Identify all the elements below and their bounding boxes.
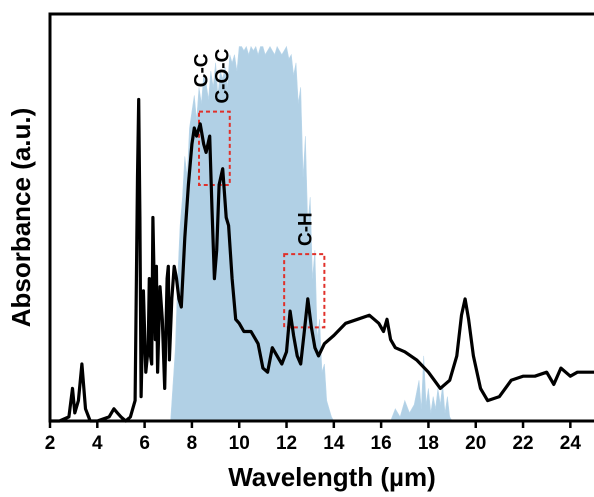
x-tick-label: 8: [187, 433, 198, 454]
x-tick-label: 14: [323, 433, 345, 454]
annotation-layer: C-C C-O-C C-H: [191, 48, 316, 246]
x-tick-label: 20: [465, 433, 486, 454]
x-axis: 2 4 6 8 10 12 14 16 18 20 22 24: [45, 421, 582, 454]
line-layer: [50, 97, 594, 423]
peak-annotation: C-O-C: [213, 48, 234, 103]
x-axis-title: Wavelength (µm): [228, 462, 436, 492]
absorbance-line: [50, 97, 594, 423]
x-tick-label: 16: [371, 433, 392, 454]
x-tick-label: 4: [92, 433, 103, 454]
plot-frame: [48, 12, 594, 423]
peak-annotation: C-H: [295, 212, 316, 246]
x-tick-label: 24: [560, 433, 582, 454]
peak-annotation: C-C: [191, 53, 212, 87]
highlight-box: [198, 110, 231, 186]
y-axis-title: Absorbance (a.u.): [6, 108, 36, 328]
x-tick-label: 10: [229, 433, 250, 454]
x-tick-label: 6: [139, 433, 150, 454]
x-tick-label: 18: [418, 433, 439, 454]
x-tick-label: 2: [45, 433, 56, 454]
x-tick-label: 12: [276, 433, 297, 454]
x-tick-label: 22: [512, 433, 533, 454]
